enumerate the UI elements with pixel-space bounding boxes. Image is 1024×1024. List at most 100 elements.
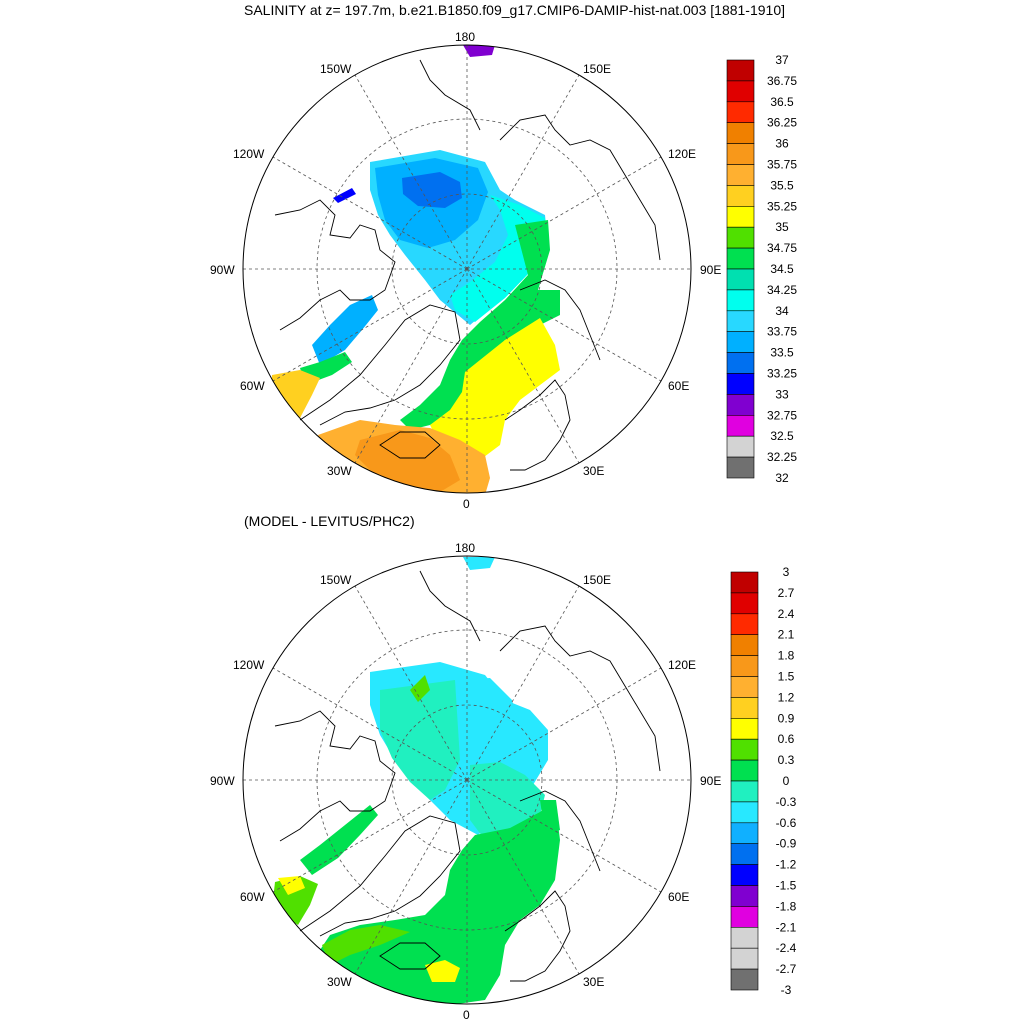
top-colorbar-box <box>726 414 755 437</box>
bottom-colorbar-box <box>730 571 759 594</box>
bottom-label-90e: 90E <box>700 774 721 788</box>
top-colorbar-label: 33.75 <box>767 325 797 339</box>
bottom-yellow-spot-field <box>425 960 460 982</box>
bottom-map-fields <box>273 557 560 1004</box>
bottom-colorbar-label: -0.6 <box>776 816 797 830</box>
bottom-label-120e: 120E <box>668 658 696 672</box>
top-colorbar-label: 36 <box>775 137 789 151</box>
bottom-bering-field <box>463 557 495 570</box>
top-nordic-seas-field <box>430 318 560 460</box>
bottom-graticule <box>243 556 691 1004</box>
bottom-colorbar-label: 1.5 <box>778 670 795 684</box>
bottom-colorbar-label: -2.7 <box>776 962 797 976</box>
top-colorbar-box <box>726 394 755 416</box>
top-lon-labels: 180 0 90W 90E 150W 150E 120W 120E 60W 60… <box>210 30 721 511</box>
top-colorbar-box <box>726 352 755 374</box>
bottom-map: 180 0 90W 90E 150W 150E 120W 120E 60W 60… <box>210 541 797 1022</box>
bottom-colorbar-box <box>730 676 759 698</box>
bottom-label-0: 0 <box>463 1008 470 1022</box>
bottom-gyre-field <box>458 678 520 762</box>
bottom-colorbar-label: 0.3 <box>778 753 795 767</box>
top-label-180: 180 <box>455 30 475 44</box>
top-colorbar-box <box>726 373 755 395</box>
bottom-northatlantic-green-field <box>322 925 410 965</box>
bottom-colorbar-label: 1.8 <box>778 649 795 663</box>
top-map-frame <box>242 44 692 494</box>
top-graticule <box>243 45 691 493</box>
top-colorbar-label: 36.25 <box>767 116 797 130</box>
top-colorbar-box <box>726 310 755 332</box>
top-colorbar-label: 37 <box>775 53 789 67</box>
top-label-150e: 150E <box>583 62 611 76</box>
bottom-panel-title: (MODEL - LEVITUS/PHC2) <box>244 513 415 529</box>
bottom-colorbar-label: 3 <box>783 565 790 579</box>
bottom-colorbar-box <box>730 801 759 824</box>
bottom-colorbar-label: 2.1 <box>778 628 795 642</box>
top-colorbar-label: 33.25 <box>767 367 797 381</box>
bottom-colorbar-box <box>730 738 759 761</box>
top-colorbar-box <box>726 122 755 144</box>
top-colorbar-label: 34 <box>775 304 789 318</box>
top-colorbar-label: 35 <box>775 220 789 234</box>
top-colorbar-label: 33 <box>775 387 789 401</box>
top-colorbar-box <box>726 247 755 270</box>
bottom-atlantic-field <box>320 800 560 1004</box>
top-colorbar-box <box>726 206 755 228</box>
bottom-label-120w: 120W <box>233 658 265 672</box>
bottom-colorbar-label: 0 <box>783 774 790 788</box>
top-colorbar-box <box>726 101 755 124</box>
top-panel-title: SALINITY at z= 197.7m, b.e21.B1850.f09_g… <box>244 2 786 18</box>
top-baffin-field <box>312 295 378 365</box>
bottom-colorbar-box <box>730 885 759 907</box>
top-label-0: 0 <box>463 497 470 511</box>
bottom-colorbar-label: -0.3 <box>776 795 797 809</box>
bottom-label-90w: 90W <box>210 774 235 788</box>
bottom-colorbar-label: -1.2 <box>776 858 797 872</box>
top-label-150w: 150W <box>320 62 352 76</box>
top-label-120w: 120W <box>233 147 265 161</box>
top-colorbar-box <box>726 435 755 458</box>
top-colorbar: 37 36.75 36.5 36.25 36 35.75 35.5 35.25 35 34.75 3… <box>726 53 797 485</box>
top-barents-field <box>400 220 560 430</box>
top-label-90w: 90W <box>210 263 235 277</box>
bottom-label-150e: 150E <box>583 573 611 587</box>
bottom-colorbar-label: 2.7 <box>778 586 795 600</box>
bottom-coastlines <box>274 570 661 982</box>
top-colorbar-label: 35.5 <box>770 178 794 192</box>
top-map: 180 0 90W 90E 150W 150E 120W 120E 60W 60… <box>210 30 797 511</box>
bottom-label-150w: 150W <box>320 573 352 587</box>
bottom-nordic-field <box>540 800 560 835</box>
top-label-60e: 60E <box>668 379 689 393</box>
top-colorbar-label: 34.75 <box>767 241 797 255</box>
top-colorbar-box <box>726 185 755 207</box>
bottom-yellow-coast-field <box>278 876 305 895</box>
top-colorbar-box <box>726 143 755 165</box>
bottom-colorbar-box <box>730 864 759 886</box>
bottom-map-frame <box>242 555 692 1005</box>
top-label-120e: 120E <box>668 147 696 161</box>
top-colorbar-label: 35.25 <box>767 199 797 213</box>
top-label-60w: 60W <box>240 379 265 393</box>
top-label-30w: 30W <box>327 464 352 478</box>
bottom-lon-labels: 180 0 90W 90E 150W 150E 120W 120E 60W 60… <box>210 541 721 1022</box>
bottom-colorbar-label: -0.9 <box>776 837 797 851</box>
bottom-colorbar-box <box>730 759 759 782</box>
bottom-colorbar-box <box>730 613 759 635</box>
bottom-colorbar-box <box>730 655 759 677</box>
top-map-fields <box>272 45 560 493</box>
top-colorbar-box <box>726 59 755 82</box>
top-colorbar-label: 36.5 <box>770 95 794 109</box>
top-colorbar-box <box>726 331 755 353</box>
top-colorbar-label: 32.75 <box>767 408 797 422</box>
bottom-colorbar-box <box>730 968 759 991</box>
bottom-label-30e: 30E <box>583 975 604 989</box>
top-colorbar-box <box>726 226 755 249</box>
bottom-colorbar-label: 2.4 <box>778 607 795 621</box>
top-colorbar-label: 34.5 <box>770 262 794 276</box>
bottom-colorbar-box <box>730 592 759 615</box>
bottom-colorbar-box <box>730 780 759 803</box>
bottom-colorbar-box <box>730 926 759 949</box>
top-colorbar-box <box>726 80 755 103</box>
bottom-colorbar-box <box>730 906 759 928</box>
